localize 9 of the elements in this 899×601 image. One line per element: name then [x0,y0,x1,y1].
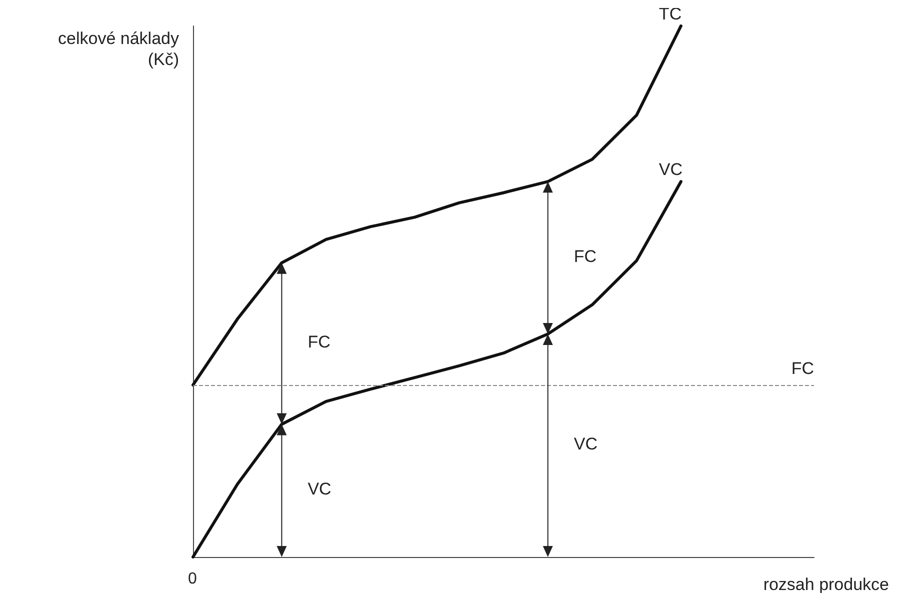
annotation: VC [574,434,598,454]
annotation: FC [574,246,597,266]
annotation: VC [308,480,332,499]
annotation: FC [308,332,330,352]
y-axis-title: celkové náklady (Kč) [58,29,180,69]
series-label: TC [658,4,682,24]
text: 0 [188,570,197,588]
ref-line-label: FC [791,358,814,378]
series-label: VC [658,160,683,180]
